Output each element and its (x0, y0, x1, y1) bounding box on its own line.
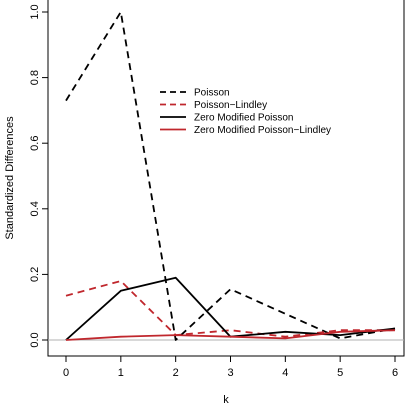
x-tick-label: 6 (392, 367, 398, 379)
y-tick-label: 0.0 (29, 332, 41, 347)
y-tick-label: 0.8 (29, 70, 41, 85)
series-layer (65, 11, 396, 341)
legend-label: Poisson−Lindley (194, 100, 267, 111)
series-line-4 (65, 329, 396, 341)
x-tick-label: 3 (227, 367, 233, 379)
y-tick-label: 0.2 (29, 267, 41, 282)
x-axis: 0 1 2 3 4 5 6 (63, 356, 398, 379)
legend-label: Poisson (194, 88, 230, 99)
x-tick-label: 1 (118, 367, 124, 379)
y-axis-title: Standardized Differences (4, 116, 16, 240)
y-tick-label: 1.0 (29, 4, 41, 19)
x-tick-label: 4 (282, 367, 288, 379)
y-tick-label: 0.4 (29, 201, 41, 216)
y-tick-label: 0.6 (29, 136, 41, 151)
plot-frame (47, 0, 405, 357)
x-tick-label: 5 (337, 367, 343, 379)
x-tick-label: 2 (173, 367, 179, 379)
y-axis: 0.0 0.2 0.4 0.6 0.8 1.0 (29, 4, 48, 348)
x-axis-title: k (223, 394, 229, 406)
legend-label: Zero Modified Poisson−Lindley (194, 125, 331, 136)
legend-label: Zero Modified Poisson (194, 113, 294, 124)
x-tick-label: 0 (63, 367, 69, 379)
